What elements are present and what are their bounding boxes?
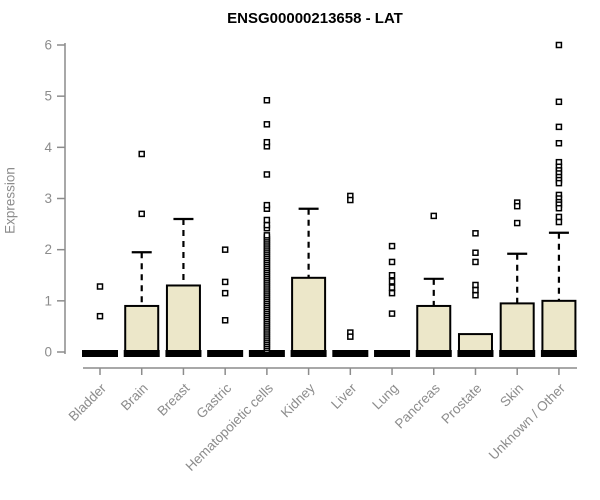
outlier-point bbox=[347, 333, 354, 340]
x-tick-label: Breast bbox=[154, 380, 192, 418]
median-bar bbox=[123, 350, 160, 357]
box-Brain bbox=[124, 304, 160, 354]
outlier-point bbox=[221, 246, 229, 253]
outlier-point bbox=[555, 204, 563, 212]
median-bar bbox=[248, 350, 285, 357]
outlier-point bbox=[138, 150, 145, 158]
outlier-point bbox=[555, 179, 563, 187]
x-tick-label: Gastric bbox=[193, 380, 234, 421]
outlier-point bbox=[472, 249, 479, 256]
y-tick-label: 5 bbox=[44, 89, 52, 104]
outlier-point bbox=[472, 258, 479, 266]
outlier-point bbox=[263, 97, 271, 104]
outlier-point bbox=[555, 213, 563, 221]
outlier-point bbox=[263, 171, 271, 178]
median-bar bbox=[499, 350, 536, 357]
x-tick-label: Lung bbox=[369, 381, 401, 413]
x-tick-label: Prostate bbox=[438, 381, 484, 427]
median-bar bbox=[374, 350, 411, 357]
outlier-point bbox=[388, 284, 396, 291]
x-tick-label: Liver bbox=[328, 380, 360, 412]
x-tick-label: Brain bbox=[118, 381, 151, 414]
box-Prostate bbox=[457, 333, 493, 354]
outlier-point bbox=[388, 242, 396, 250]
outlier-point bbox=[472, 230, 479, 237]
outlier-point bbox=[472, 291, 479, 299]
outlier-point bbox=[513, 202, 521, 210]
median-bar bbox=[82, 350, 118, 357]
outlier-point bbox=[430, 212, 438, 220]
outlier-point bbox=[96, 312, 104, 320]
median-bar bbox=[290, 350, 327, 357]
y-tick-label: 0 bbox=[44, 345, 52, 360]
x-tick-label: Kidney bbox=[278, 380, 318, 420]
outlier-point bbox=[388, 272, 396, 279]
outlier-point bbox=[221, 317, 229, 324]
outlier-point bbox=[388, 278, 396, 285]
y-tick-label: 2 bbox=[44, 242, 52, 257]
median-bar bbox=[415, 350, 452, 357]
x-tick-label: Pancreas bbox=[392, 380, 443, 431]
outlier-point bbox=[263, 216, 271, 224]
median-bar bbox=[540, 350, 577, 357]
outlier-point bbox=[263, 121, 271, 128]
box-Pancreas bbox=[416, 304, 452, 354]
outlier-point bbox=[96, 283, 104, 290]
outlier-point bbox=[263, 138, 271, 146]
box-Kidney bbox=[291, 276, 327, 353]
outlier-point bbox=[555, 123, 563, 131]
x-tick-label: Unknown / Other bbox=[486, 380, 569, 463]
median-bar bbox=[207, 350, 244, 357]
box-Unknown / Other bbox=[541, 299, 577, 354]
outlier-point bbox=[555, 218, 563, 226]
outlier-point bbox=[388, 310, 396, 317]
outlier-point bbox=[388, 258, 396, 266]
outlier-point bbox=[513, 219, 521, 227]
x-tick-label: Skin bbox=[497, 381, 526, 410]
y-tick-label: 6 bbox=[44, 38, 52, 53]
outlier-point bbox=[138, 210, 145, 218]
outlier-point bbox=[555, 139, 563, 147]
chart-title: ENSG00000213658 - LAT bbox=[227, 10, 403, 27]
outlier-point bbox=[221, 278, 229, 286]
y-tick-label: 3 bbox=[44, 191, 52, 206]
outlier-point bbox=[263, 201, 271, 209]
box-Skin bbox=[499, 302, 535, 353]
outlier-point bbox=[221, 289, 229, 297]
median-bar bbox=[165, 350, 202, 357]
box-Breast bbox=[165, 284, 201, 354]
y-tick-label: 4 bbox=[44, 140, 52, 155]
outlier-point bbox=[555, 41, 563, 49]
median-bar bbox=[457, 350, 494, 357]
outlier-point bbox=[388, 289, 396, 297]
x-tick-label: Bladder bbox=[66, 380, 110, 424]
outlier-point bbox=[263, 232, 271, 239]
outlier-point bbox=[263, 221, 271, 229]
y-tick-label: 1 bbox=[44, 293, 52, 308]
outlier-point bbox=[347, 196, 354, 204]
median-bar bbox=[332, 350, 369, 357]
outlier-point bbox=[472, 281, 479, 289]
outlier-point bbox=[472, 286, 479, 294]
outlier-point bbox=[555, 98, 563, 106]
